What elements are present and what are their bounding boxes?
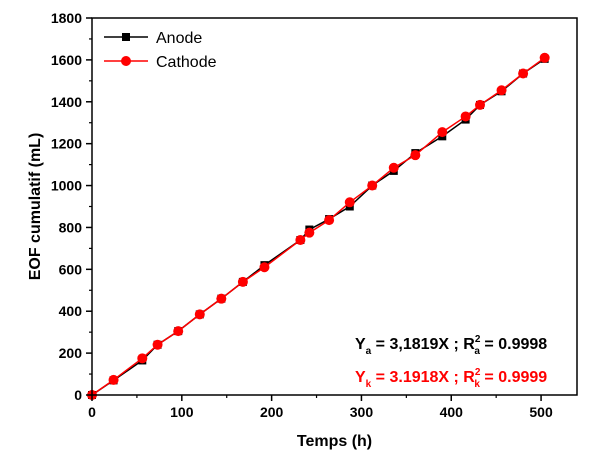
legend: Anode Cathode	[104, 30, 217, 71]
legend-marker	[121, 56, 131, 66]
y-tick-label: 1600	[51, 52, 82, 68]
data-point-cathode	[388, 162, 399, 173]
y-axis-title: EOF cumulatif (mL)	[27, 133, 44, 281]
y-tick-label: 1400	[51, 94, 82, 110]
equation-part: 2	[475, 367, 481, 378]
equation-1: Ya = 3,1819X ; R2 a = 0.9998	[355, 334, 547, 357]
y-tick-label: 600	[59, 261, 83, 277]
y-tick-label: 1800	[51, 10, 82, 26]
y-tick-label: 0	[74, 387, 82, 403]
x-tick-label: 500	[529, 404, 553, 420]
x-tick-label: 400	[440, 404, 464, 420]
x-axis-title: Temps (h)	[297, 433, 372, 450]
data-point-cathode	[152, 339, 163, 350]
data-point-cathode	[344, 197, 355, 208]
legend-label: Anode	[156, 30, 202, 47]
equation-part: a	[474, 346, 480, 357]
data-point-cathode	[324, 215, 335, 226]
y-tick-label: 800	[59, 219, 83, 235]
data-point-cathode	[460, 111, 471, 122]
data-point-cathode	[518, 68, 529, 79]
equation-part: k	[474, 379, 480, 390]
equation-part: = 0.9998	[480, 336, 547, 353]
legend-item-anode: Anode	[104, 30, 202, 47]
data-point-cathode	[173, 326, 184, 337]
y-axis: 0 200 400 600 800 1000 1200 1400 1600 1800	[51, 10, 92, 403]
x-axis: 0 100 200 300 400 500	[88, 395, 553, 420]
equation-part: = 3.1918X ; R	[371, 369, 475, 386]
data-point-cathode	[194, 309, 205, 320]
data-point-cathode	[539, 52, 550, 63]
data-point-cathode	[137, 353, 148, 364]
equation-part: k	[366, 379, 372, 390]
y-tick-label: 200	[59, 345, 83, 361]
legend-label: Cathode	[156, 54, 217, 71]
data-point-cathode	[410, 150, 421, 161]
data-point-cathode	[367, 180, 378, 191]
equation-part: a	[366, 346, 372, 357]
data-point-cathode	[304, 227, 315, 238]
y-tick-label: 1000	[51, 178, 82, 194]
legend-marker	[122, 33, 130, 41]
data-point-cathode	[475, 99, 485, 110]
x-tick-label: 200	[260, 404, 284, 420]
legend-item-cathode: Cathode	[104, 54, 217, 71]
data-point-cathode	[259, 262, 270, 273]
equation-part: = 0.9999	[480, 369, 547, 386]
data-point-cathode	[496, 85, 507, 96]
x-tick-label: 100	[170, 404, 194, 420]
x-tick-label: 300	[350, 404, 374, 420]
equation-part: Y	[355, 369, 366, 386]
equation-part: = 3,1819X ; R	[371, 336, 475, 353]
data-point-cathode	[437, 127, 448, 138]
equation-2: Yk = 3.1918X ; R2 k = 0.9999	[355, 367, 547, 390]
series-line-cathode	[91, 57, 546, 396]
data-point-cathode	[237, 276, 248, 287]
series-cathode	[87, 52, 550, 400]
data-point-cathode	[216, 293, 227, 304]
data-point-cathode	[108, 374, 119, 385]
equation-part: 2	[475, 334, 481, 345]
equation-part: Y	[355, 336, 366, 353]
x-tick-label: 0	[88, 404, 96, 420]
data-point-cathode	[295, 235, 306, 246]
y-tick-label: 400	[59, 303, 83, 319]
y-tick-label: 1200	[51, 136, 82, 152]
